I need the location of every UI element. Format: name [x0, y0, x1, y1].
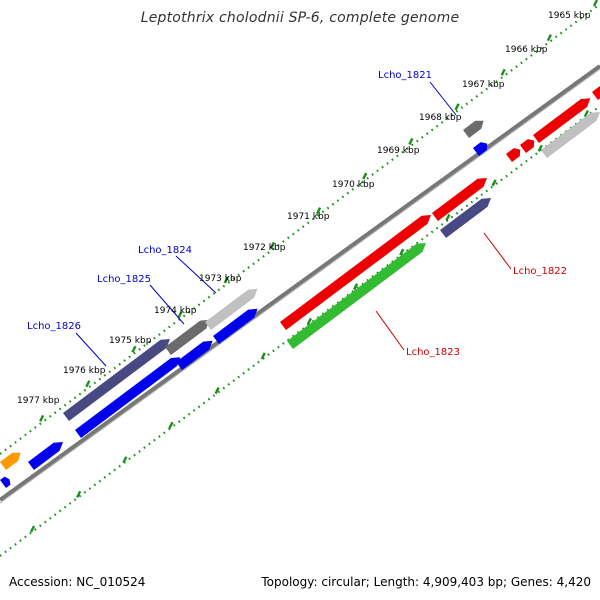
- outer-major-tick: [500, 68, 506, 76]
- gene-lcho-1821-red[interactable]: [533, 98, 591, 143]
- inner-dotted-scale: [0, 105, 600, 557]
- tick-label-1965: 1965 kbp: [548, 11, 591, 21]
- inner-dotted-line: [0, 105, 600, 557]
- gene-small-red-b[interactable]: [520, 139, 535, 153]
- tick-label-1972: 1972 kbp: [243, 243, 286, 253]
- inner-major-tick: [29, 525, 36, 533]
- inner-major-tick: [306, 317, 312, 325]
- gene-mid-blue[interactable]: [213, 308, 258, 344]
- map-title: Leptothrix cholodnii SP-6, complete geno…: [140, 10, 460, 26]
- tick-label-1976: 1976 kbp: [63, 366, 106, 376]
- gene-edge-red[interactable]: [592, 86, 600, 100]
- outer-major-tick: [362, 172, 368, 180]
- leader-lcho-1821: [429, 81, 457, 116]
- outer-major-tick: [546, 34, 552, 42]
- gene-lcho-1824[interactable]: [205, 288, 258, 330]
- gene-lcho-1824-red[interactable]: [280, 215, 431, 330]
- inner-major-tick: [445, 213, 451, 221]
- gene-small-blue[interactable]: [473, 142, 488, 156]
- genome-backbone: [0, 64, 600, 504]
- gene-label-lcho-1823[interactable]: Lcho_1823: [406, 347, 460, 358]
- outer-major-tick: [177, 311, 183, 319]
- gene-label-lcho-1825[interactable]: Lcho_1825: [97, 274, 151, 285]
- inner-major-tick: [583, 110, 589, 118]
- outer-major-tick: [408, 137, 414, 145]
- gene-lcho-1822[interactable]: [440, 198, 491, 238]
- inner-major-tick: [260, 352, 266, 360]
- outer-major-tick: [592, 0, 599, 7]
- outer-major-tick: [85, 380, 91, 388]
- gene-label-lcho-1826[interactable]: Lcho_1826: [27, 321, 81, 332]
- leader-lcho-1825: [149, 284, 185, 325]
- outer-major-tick: [131, 345, 137, 353]
- leader-lcho-1826: [75, 332, 107, 367]
- tick-label-1973: 1973 kbp: [199, 274, 242, 284]
- inner-major-tick: [399, 248, 405, 256]
- summary-text: Topology: circular; Length: 4,909,403 bp…: [261, 575, 591, 589]
- leader-lcho-1823: [375, 310, 405, 351]
- gene-edge-blue[interactable]: [0, 476, 11, 488]
- gene-labels[interactable]: Lcho_1821 Lcho_1822 Lcho_1823 Lcho_1824 …: [27, 70, 567, 358]
- tick-label-1977: 1977 kbp: [17, 396, 60, 406]
- backbone-highlight: [0, 68, 600, 504]
- gene-track[interactable]: [0, 86, 600, 488]
- leader-lcho-1824: [175, 255, 217, 294]
- inner-major-tick: [353, 283, 359, 291]
- gene-upstream-red[interactable]: [432, 178, 487, 221]
- gene-label-lcho-1821[interactable]: Lcho_1821: [378, 70, 432, 81]
- inner-major-tick: [491, 179, 497, 187]
- backbone-line: [0, 64, 600, 502]
- inner-major-tick: [76, 490, 82, 498]
- gene-left-blue[interactable]: [28, 442, 63, 470]
- tick-label-1969: 1969 kbp: [377, 146, 420, 156]
- gene-lightgray-edge[interactable]: [541, 112, 600, 158]
- outer-major-tick: [223, 276, 229, 284]
- inner-major-tick: [168, 421, 174, 429]
- tick-label-1975: 1975 kbp: [109, 336, 152, 346]
- outer-major-tick: [316, 207, 322, 215]
- tick-label-1966: 1966 kbp: [505, 45, 548, 55]
- tick-label-1970: 1970 kbp: [332, 180, 375, 190]
- gene-small-red-a[interactable]: [506, 148, 521, 162]
- tick-label-1967: 1967 kbp: [462, 80, 505, 90]
- gene-lcho-1826[interactable]: [63, 339, 170, 421]
- label-leader-lines: [75, 81, 512, 367]
- gene-lcho-1821[interactable]: [463, 120, 484, 138]
- gene-lcho-1822-blue[interactable]: [176, 340, 213, 370]
- outer-dotted-scale: [0, 0, 600, 455]
- gene-orange[interactable]: [0, 452, 21, 470]
- kbp-tick-labels: 1965 kbp 1966 kbp 1967 kbp 1968 kbp 1969…: [17, 11, 591, 406]
- inner-major-tick: [122, 456, 128, 464]
- tick-label-1968: 1968 kbp: [419, 113, 462, 123]
- gene-lcho-1823[interactable]: [287, 243, 426, 349]
- gene-lcho-1825[interactable]: [165, 319, 210, 355]
- gene-label-lcho-1824[interactable]: Lcho_1824: [138, 245, 192, 256]
- tick-label-1974: 1974 kbp: [154, 306, 197, 316]
- outer-major-tick: [269, 241, 275, 249]
- outer-major-tick: [454, 103, 460, 111]
- accession-text: Accession: NC_010524: [9, 575, 146, 589]
- gene-lcho-1823-blue[interactable]: [75, 357, 181, 438]
- outer-major-tick: [39, 414, 45, 422]
- inner-major-tick: [214, 387, 220, 395]
- inner-major-tick: [537, 144, 543, 152]
- outer-dotted-line: [0, 3, 600, 455]
- leader-lcho-1822: [483, 232, 512, 270]
- tick-label-1971: 1971 kbp: [287, 212, 330, 222]
- gene-label-lcho-1822[interactable]: Lcho_1822: [513, 266, 567, 277]
